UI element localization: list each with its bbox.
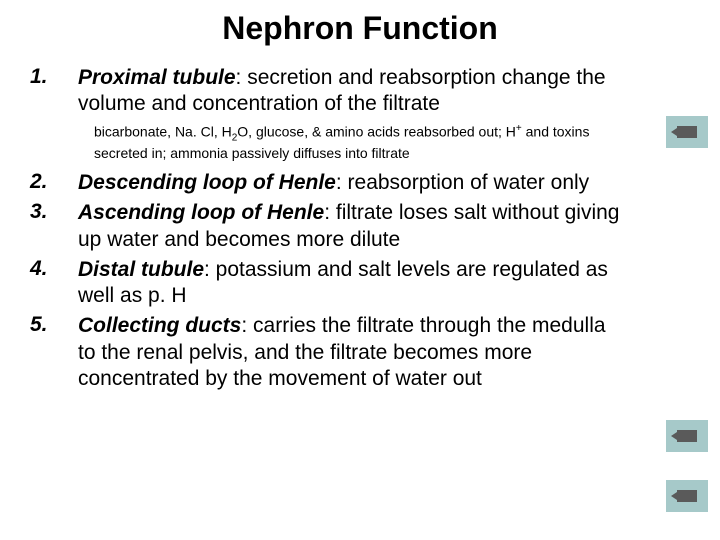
item-number: 5. [30,313,78,392]
item-label: Collecting ducts [78,314,241,337]
list-item-3: 3. Ascending loop of Henle: filtrate los… [30,200,690,253]
video-button-3[interactable] [666,480,708,512]
video-button-1[interactable] [666,116,708,148]
list-item-5: 5. Collecting ducts: carries the filtrat… [30,313,690,392]
list-item-2: 2. Descending loop of Henle: reabsorptio… [30,170,690,196]
item-label: Ascending loop of Henle [78,201,324,224]
item-number: 1. [30,65,78,118]
list-item-4: 4. Distal tubule: potassium and salt lev… [30,257,690,310]
item-label: Distal tubule [78,258,204,281]
numbered-list: 1. Proximal tubule: secretion and reabso… [30,65,690,392]
camera-icon [677,126,697,138]
item-content: Collecting ducts: carries the filtrate t… [78,313,690,392]
list-item-1: 1. Proximal tubule: secretion and reabso… [30,65,690,118]
item-number: 2. [30,170,78,196]
sub-text: O, glucose, & amino acids reabsorbed out… [237,123,516,139]
item-content: Ascending loop of Henle: filtrate loses … [78,200,690,253]
item-content: Distal tubule: potassium and salt levels… [78,257,690,310]
slide-container: Nephron Function 1. Proximal tubule: sec… [0,0,720,540]
camera-icon [677,490,697,502]
item-text: : reabsorption of water only [336,171,589,194]
video-button-2[interactable] [666,420,708,452]
camera-icon [677,430,697,442]
item-content: Descending loop of Henle: reabsorption o… [78,170,690,196]
item-content: Proximal tubule: secretion and reabsorpt… [78,65,690,118]
item-label: Descending loop of Henle [78,171,336,194]
sub-item: bicarbonate, Na. Cl, H2O, glucose, & ami… [30,122,690,163]
sub-content: bicarbonate, Na. Cl, H2O, glucose, & ami… [94,122,690,163]
slide-title: Nephron Function [30,10,690,47]
sub-text: bicarbonate, Na. Cl, H [94,123,232,139]
item-number: 3. [30,200,78,253]
sub-spacer [30,122,94,163]
item-number: 4. [30,257,78,310]
item-label: Proximal tubule [78,66,236,89]
